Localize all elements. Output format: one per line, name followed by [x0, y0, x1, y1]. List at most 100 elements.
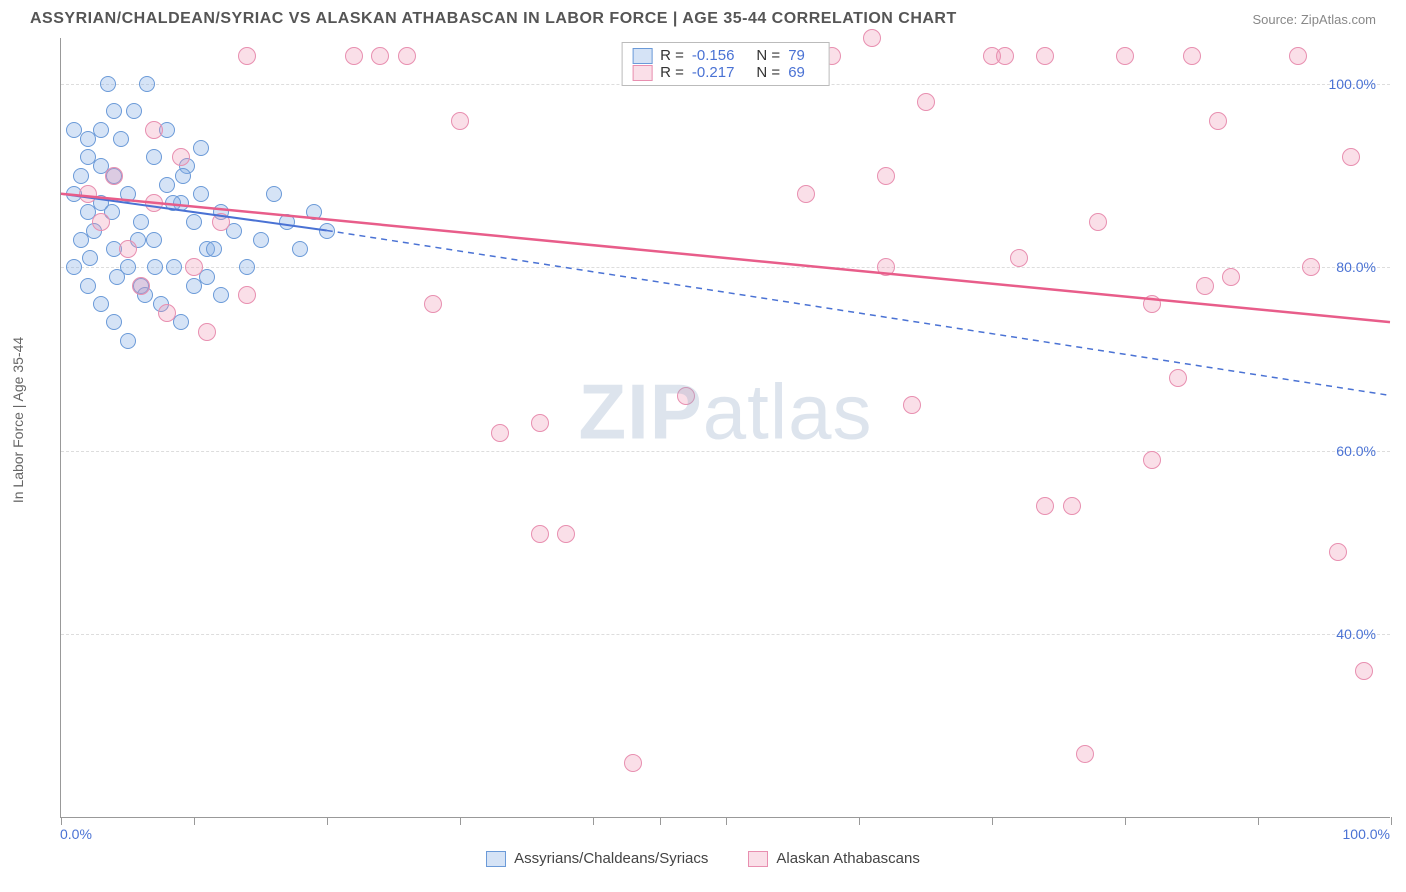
data-point	[319, 223, 335, 239]
data-point	[126, 103, 142, 119]
chart-title: ASSYRIAN/CHALDEAN/SYRIAC VS ALASKAN ATHA…	[30, 10, 957, 28]
data-point	[863, 29, 881, 47]
bottom-legend: Assyrians/Chaldeans/Syriacs Alaskan Atha…	[0, 850, 1406, 867]
data-point	[145, 121, 163, 139]
data-point	[1143, 451, 1161, 469]
data-point	[133, 214, 149, 230]
data-point	[109, 269, 125, 285]
data-point	[1222, 268, 1240, 286]
data-point	[877, 167, 895, 185]
data-point	[212, 213, 230, 231]
data-point	[1183, 47, 1201, 65]
swatch-series-1-b	[748, 851, 768, 867]
data-point	[1089, 213, 1107, 231]
data-point	[1329, 543, 1347, 561]
data-point	[371, 47, 389, 65]
data-point	[79, 185, 97, 203]
data-point	[73, 168, 89, 184]
data-point	[106, 314, 122, 330]
data-point	[185, 258, 203, 276]
legend-item-1: Alaskan Athabascans	[748, 850, 919, 867]
data-point	[1063, 497, 1081, 515]
data-point	[145, 194, 163, 212]
data-point	[531, 414, 549, 432]
stat-row-0: R = -0.156 N = 79	[632, 47, 819, 64]
data-point	[398, 47, 416, 65]
stat-legend: R = -0.156 N = 79 R = -0.217 N = 69	[621, 42, 830, 86]
x-max-label: 100.0%	[1343, 826, 1390, 842]
data-point	[1036, 497, 1054, 515]
data-point	[1196, 277, 1214, 295]
data-point	[132, 277, 150, 295]
data-point	[797, 185, 815, 203]
data-point	[158, 304, 176, 322]
data-point	[279, 214, 295, 230]
x-axis-labels: 0.0% 100.0%	[60, 826, 1390, 846]
data-point	[93, 296, 109, 312]
data-point	[93, 122, 109, 138]
data-point	[253, 232, 269, 248]
data-point	[147, 259, 163, 275]
data-point	[100, 76, 116, 92]
data-point	[424, 295, 442, 313]
data-point	[1169, 369, 1187, 387]
data-point	[1289, 47, 1307, 65]
data-point	[66, 259, 82, 275]
data-point	[92, 213, 110, 231]
data-point	[206, 241, 222, 257]
swatch-series-0	[632, 48, 652, 64]
data-point	[80, 278, 96, 294]
data-point	[239, 259, 255, 275]
data-point	[186, 214, 202, 230]
data-point	[1010, 249, 1028, 267]
data-point	[73, 232, 89, 248]
data-point	[146, 149, 162, 165]
data-point	[159, 177, 175, 193]
y-tick-label: 100.0%	[1329, 76, 1376, 92]
data-point	[996, 47, 1014, 65]
data-point	[1355, 662, 1373, 680]
data-point	[213, 287, 229, 303]
chart-area: 40.0%60.0%80.0%100.0% ZIPatlas R = -0.15…	[60, 38, 1390, 818]
data-point	[82, 250, 98, 266]
data-point	[292, 241, 308, 257]
y-tick-label: 80.0%	[1336, 259, 1376, 275]
data-point	[1036, 47, 1054, 65]
data-point	[491, 424, 509, 442]
data-point	[238, 47, 256, 65]
data-point	[1076, 745, 1094, 763]
data-point	[624, 754, 642, 772]
data-point	[1302, 258, 1320, 276]
data-point	[175, 168, 191, 184]
data-point	[66, 122, 82, 138]
y-tick-label: 40.0%	[1336, 626, 1376, 642]
x-min-label: 0.0%	[60, 826, 92, 842]
data-point	[1342, 148, 1360, 166]
data-point	[531, 525, 549, 543]
data-point	[119, 240, 137, 258]
data-point	[120, 333, 136, 349]
legend-item-0: Assyrians/Chaldeans/Syriacs	[486, 850, 708, 867]
data-point	[266, 186, 282, 202]
data-point	[917, 93, 935, 111]
data-point	[80, 131, 96, 147]
chart-header: ASSYRIAN/CHALDEAN/SYRIAC VS ALASKAN ATHA…	[0, 0, 1406, 34]
data-point	[106, 103, 122, 119]
data-point	[193, 140, 209, 156]
data-point	[1209, 112, 1227, 130]
data-point	[193, 186, 209, 202]
source-label: Source: ZipAtlas.com	[1252, 12, 1376, 27]
swatch-series-0-b	[486, 851, 506, 867]
data-point	[146, 232, 162, 248]
data-point	[113, 131, 129, 147]
data-point	[903, 396, 921, 414]
plot-area: 40.0% 60.0% 80.0% 100.0%	[61, 38, 1390, 817]
data-point	[451, 112, 469, 130]
data-point	[165, 195, 181, 211]
y-tick-label: 60.0%	[1336, 443, 1376, 459]
data-point	[557, 525, 575, 543]
data-point	[166, 259, 182, 275]
data-point	[345, 47, 363, 65]
data-point	[306, 204, 322, 220]
data-point	[877, 258, 895, 276]
